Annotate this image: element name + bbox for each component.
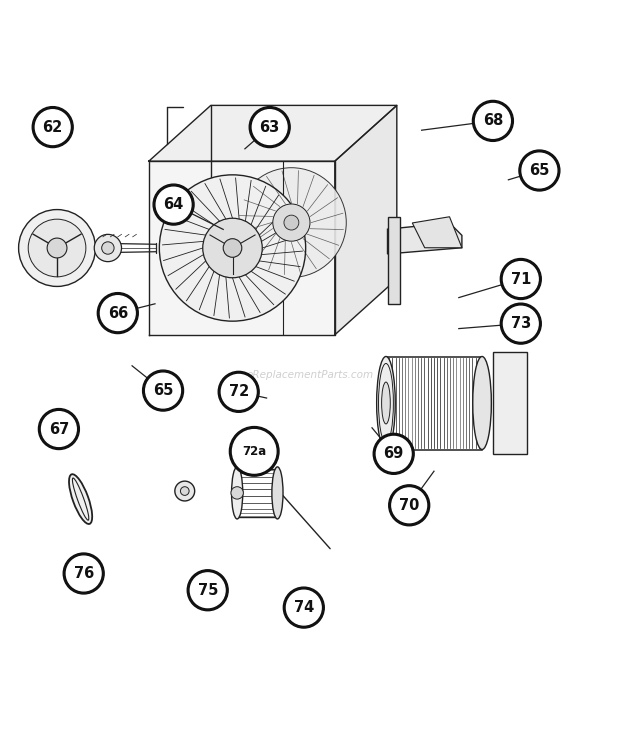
- Circle shape: [38, 408, 79, 449]
- Text: 66: 66: [108, 306, 128, 321]
- Text: 72a: 72a: [242, 445, 267, 458]
- Ellipse shape: [73, 478, 89, 520]
- Ellipse shape: [376, 356, 396, 449]
- Text: 68: 68: [483, 113, 503, 129]
- Text: 74: 74: [294, 600, 314, 615]
- Circle shape: [32, 106, 73, 147]
- Circle shape: [273, 204, 310, 241]
- Polygon shape: [149, 161, 335, 335]
- Text: 65: 65: [153, 383, 173, 398]
- Circle shape: [519, 150, 560, 191]
- Circle shape: [153, 184, 194, 225]
- Text: 67: 67: [49, 422, 69, 437]
- Circle shape: [229, 426, 279, 476]
- Circle shape: [389, 485, 430, 526]
- Ellipse shape: [231, 467, 242, 519]
- Circle shape: [19, 210, 95, 286]
- Text: 65: 65: [529, 163, 549, 178]
- Circle shape: [94, 234, 122, 262]
- Ellipse shape: [472, 356, 491, 449]
- Text: 63: 63: [260, 120, 280, 135]
- Circle shape: [283, 587, 324, 628]
- Circle shape: [180, 487, 189, 496]
- Circle shape: [503, 307, 538, 341]
- Circle shape: [100, 295, 135, 330]
- Circle shape: [97, 292, 138, 333]
- Circle shape: [392, 488, 427, 523]
- Circle shape: [472, 100, 513, 141]
- Circle shape: [203, 218, 262, 278]
- Circle shape: [236, 167, 346, 278]
- Circle shape: [522, 153, 557, 187]
- Polygon shape: [335, 106, 397, 335]
- Circle shape: [175, 481, 195, 501]
- Text: 71: 71: [511, 272, 531, 286]
- Circle shape: [223, 239, 242, 257]
- Circle shape: [146, 373, 180, 408]
- Text: 72: 72: [229, 385, 249, 400]
- Circle shape: [221, 374, 256, 409]
- Circle shape: [500, 258, 541, 299]
- Circle shape: [476, 103, 510, 138]
- Circle shape: [503, 262, 538, 296]
- Circle shape: [63, 553, 104, 594]
- Text: 70: 70: [399, 498, 419, 513]
- Circle shape: [187, 570, 228, 611]
- Circle shape: [231, 487, 243, 499]
- Circle shape: [373, 433, 414, 475]
- Circle shape: [143, 371, 184, 411]
- Circle shape: [29, 219, 86, 277]
- Circle shape: [376, 437, 411, 471]
- Ellipse shape: [272, 467, 283, 519]
- Text: 64: 64: [164, 197, 184, 212]
- Circle shape: [156, 187, 191, 222]
- Text: 76: 76: [74, 566, 94, 581]
- Text: 75: 75: [198, 583, 218, 597]
- Circle shape: [249, 106, 290, 147]
- Circle shape: [218, 371, 259, 412]
- Polygon shape: [412, 217, 462, 248]
- Bar: [494, 352, 528, 454]
- Text: 62: 62: [43, 120, 63, 135]
- Text: 73: 73: [511, 316, 531, 331]
- Circle shape: [500, 304, 541, 344]
- Circle shape: [102, 242, 114, 254]
- Circle shape: [232, 430, 276, 473]
- Circle shape: [190, 573, 225, 608]
- Polygon shape: [388, 217, 400, 304]
- Polygon shape: [388, 223, 462, 254]
- Text: eReplacementParts.com: eReplacementParts.com: [246, 370, 374, 380]
- Circle shape: [47, 238, 67, 258]
- Text: 69: 69: [384, 446, 404, 461]
- Circle shape: [42, 411, 76, 446]
- Circle shape: [286, 590, 321, 625]
- Circle shape: [159, 175, 306, 321]
- Ellipse shape: [69, 474, 92, 524]
- Ellipse shape: [382, 382, 391, 424]
- Circle shape: [252, 109, 287, 144]
- Circle shape: [66, 556, 101, 591]
- Circle shape: [284, 215, 299, 230]
- Polygon shape: [149, 106, 397, 161]
- Circle shape: [35, 109, 70, 144]
